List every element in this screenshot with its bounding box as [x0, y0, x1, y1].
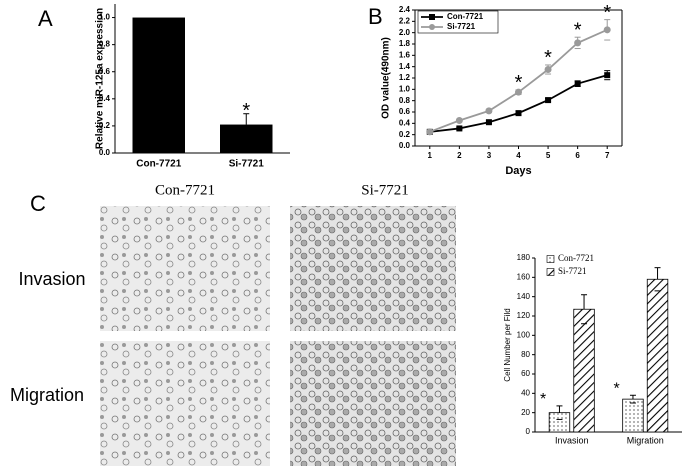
- marker: [574, 39, 582, 47]
- bar: [646, 278, 669, 433]
- panel-label: B: [368, 4, 383, 29]
- marker: [485, 119, 492, 126]
- y-tick-label: 0.0: [99, 148, 111, 157]
- column-label: Con-7721: [155, 182, 215, 198]
- legend-label: Con-7721: [447, 12, 484, 21]
- annotation: *: [544, 47, 552, 69]
- bar: [548, 412, 571, 433]
- micrograph: [100, 341, 270, 466]
- legend-label: Si-7721: [558, 266, 587, 276]
- y-axis-label: Cell Number per Fild: [503, 308, 512, 381]
- y-tick-label: 2.2: [399, 16, 411, 25]
- y-tick-label: 40: [521, 388, 530, 397]
- x-tick-label: 5: [546, 151, 551, 160]
- marker: [574, 80, 581, 87]
- column-label: Si-7721: [361, 182, 409, 198]
- x-tick-label: 4: [516, 151, 521, 160]
- marker: [455, 117, 463, 124]
- micrograph: [100, 206, 270, 331]
- y-tick-label: 0.4: [399, 118, 411, 127]
- y-tick-label: 0.2: [99, 121, 111, 130]
- marker: [544, 66, 552, 73]
- legend-swatch: [546, 268, 555, 276]
- x-axis-label: Days: [505, 165, 531, 177]
- y-tick-label: 1.8: [399, 39, 411, 48]
- legend-swatch: [546, 255, 555, 263]
- y-tick-label: 60: [521, 369, 530, 378]
- micrograph: [290, 206, 456, 331]
- marker: [603, 26, 611, 34]
- annotation: *: [540, 391, 546, 408]
- marker: [485, 107, 493, 115]
- y-tick-label: 80: [521, 350, 530, 359]
- panel-label: C: [30, 191, 46, 216]
- x-tick-label: Con-7721: [136, 159, 181, 170]
- annotation: *: [614, 380, 620, 397]
- x-tick-label: Migration: [627, 435, 664, 445]
- row-label: Migration: [10, 385, 84, 405]
- row-label: Invasion: [18, 269, 85, 289]
- y-axis-label: Relative miR-125a expression: [95, 8, 106, 149]
- y-tick-label: 20: [521, 408, 530, 417]
- x-tick-label: 1: [428, 151, 433, 160]
- x-tick-label: 6: [575, 151, 580, 160]
- bar: [220, 124, 273, 153]
- y-tick-label: 1.2: [399, 73, 411, 82]
- x-tick-label: Invasion: [555, 435, 589, 445]
- legend-label: Si-7721: [447, 22, 476, 31]
- y-tick-label: 100: [517, 330, 531, 339]
- micrograph: [290, 341, 456, 466]
- y-tick-label: 1.0: [99, 13, 111, 22]
- y-tick-label: 0.8: [399, 96, 411, 105]
- y-tick-label: 160: [517, 272, 531, 281]
- x-tick-label: 3: [487, 151, 492, 160]
- y-tick-label: 0.6: [399, 107, 411, 116]
- x-tick-label: 7: [605, 151, 610, 160]
- marker: [545, 97, 552, 104]
- marker: [604, 72, 611, 79]
- x-tick-label: 2: [457, 151, 462, 160]
- legend-box: [417, 10, 499, 34]
- annotation: *: [603, 2, 611, 24]
- legend-marker: [429, 24, 435, 30]
- annotation: *: [242, 100, 250, 122]
- y-tick-label: 2.0: [399, 28, 411, 37]
- y-tick-label: 180: [517, 253, 531, 262]
- y-tick-label: 0.2: [399, 130, 411, 139]
- legend-label: Con-7721: [558, 253, 594, 263]
- y-tick-label: 1.0: [399, 84, 411, 93]
- annotation: *: [515, 72, 523, 94]
- marker: [515, 110, 522, 117]
- legend-marker: [429, 14, 435, 20]
- y-tick-label: 0.6: [99, 67, 111, 76]
- y-tick-label: 1.4: [399, 62, 411, 71]
- y-tick-label: 120: [517, 311, 531, 320]
- marker: [456, 125, 463, 132]
- annotation: *: [574, 19, 582, 41]
- bar: [132, 17, 185, 153]
- y-tick-label: 0.8: [99, 40, 111, 49]
- y-tick-label: 1.6: [399, 50, 411, 59]
- y-tick-label: 140: [517, 292, 531, 301]
- marker: [426, 128, 434, 136]
- y-tick-label: 0: [526, 427, 531, 436]
- y-axis-label: OD value(490nm): [381, 37, 392, 119]
- bar: [622, 398, 644, 433]
- y-tick-label: 0.0: [399, 141, 411, 150]
- marker: [515, 88, 522, 96]
- panel-label: A: [38, 6, 53, 31]
- x-tick-label: Si-7721: [229, 159, 264, 170]
- y-tick-label: 0.4: [99, 94, 111, 103]
- y-tick-label: 2.4: [399, 5, 411, 14]
- bar: [573, 308, 595, 433]
